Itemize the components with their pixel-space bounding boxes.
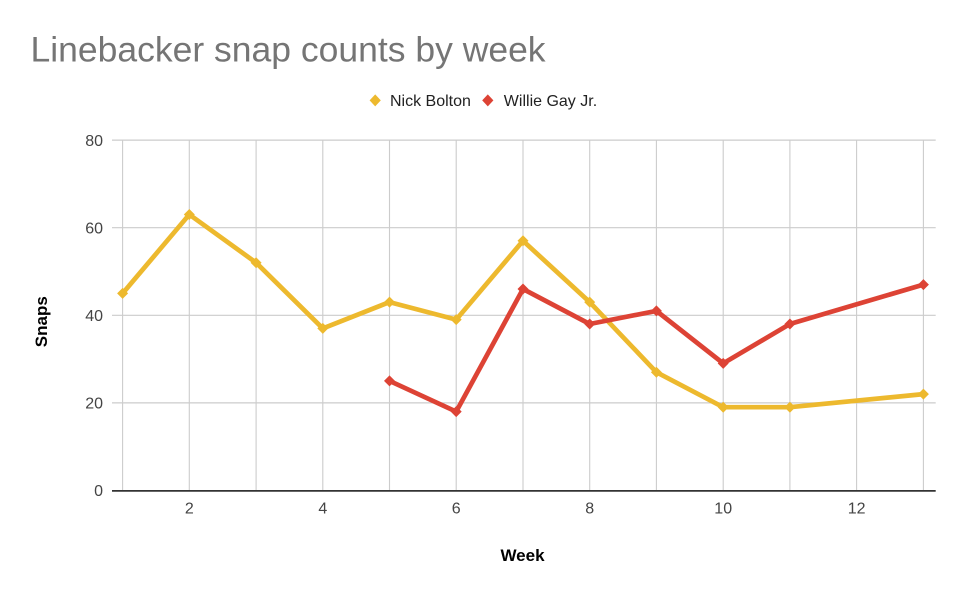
svg-text:20: 20 [85, 396, 103, 413]
svg-text:6: 6 [452, 501, 461, 518]
svg-text:Week: Week [500, 546, 545, 565]
svg-text:8: 8 [585, 501, 594, 518]
svg-text:Willie Gay Jr.: Willie Gay Jr. [504, 93, 597, 110]
svg-text:40: 40 [85, 308, 103, 325]
svg-text:2: 2 [185, 501, 194, 518]
svg-text:60: 60 [85, 220, 103, 237]
svg-text:0: 0 [94, 483, 103, 500]
svg-text:Linebacker snap counts by week: Linebacker snap counts by week [31, 29, 546, 69]
svg-text:Nick Bolton: Nick Bolton [390, 93, 471, 110]
svg-text:4: 4 [318, 501, 327, 518]
svg-text:10: 10 [714, 501, 732, 518]
svg-text:12: 12 [848, 501, 866, 518]
svg-text:Snaps: Snaps [32, 296, 51, 347]
svg-text:80: 80 [85, 133, 103, 150]
